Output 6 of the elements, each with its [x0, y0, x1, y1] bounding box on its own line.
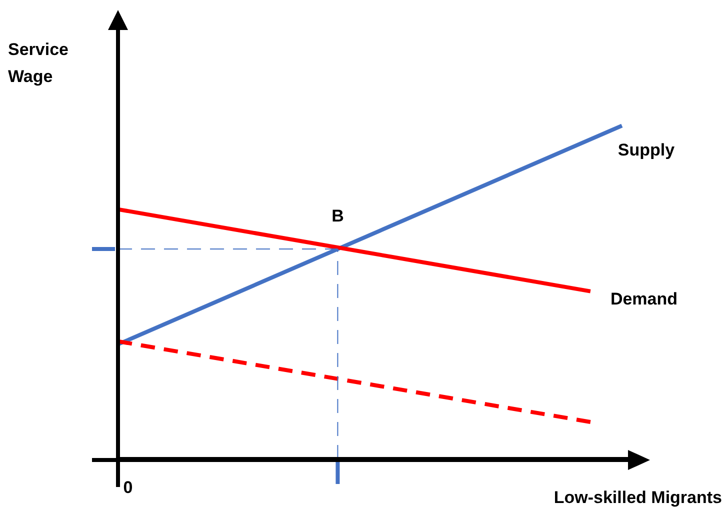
x-axis-title: Low-skilled Migrants: [554, 488, 722, 507]
text: 0: [123, 478, 133, 497]
series-label: Supply: [618, 140, 676, 160]
y-axis-title: Service Wage: [8, 39, 70, 88]
series-label: Demand: [610, 289, 678, 308]
annotation: B: [332, 206, 344, 226]
